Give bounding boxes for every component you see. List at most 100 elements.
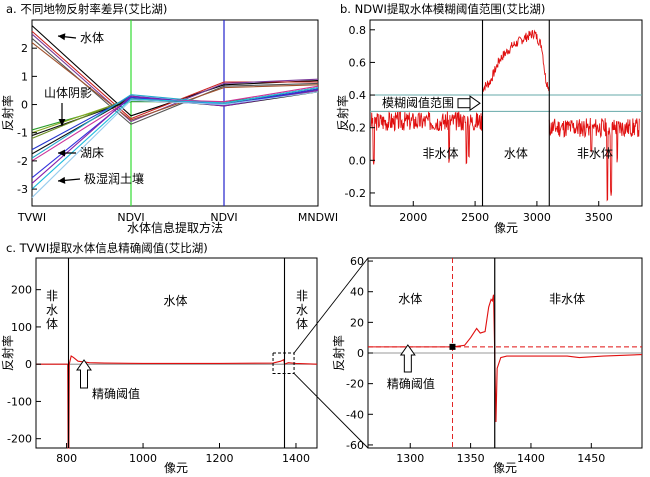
- chart-a-ytick-label: -2: [17, 155, 28, 168]
- chart-c-xtick-label: 1200: [206, 452, 234, 465]
- chart-d-threshold-marker: [449, 343, 456, 350]
- chart-d-xtick-label: 1350: [457, 452, 485, 465]
- zoom-connector-line: [293, 257, 369, 354]
- chart-c-xlabel: 像元: [164, 461, 188, 475]
- chart-c-ytick-label: 200: [11, 284, 32, 297]
- chart-b-ytick-label: 0.8: [349, 24, 367, 37]
- chart-d-signal-line: [368, 294, 643, 422]
- chart-a-ytick-label: 2: [21, 42, 28, 55]
- chart-b-region-label: 水体: [504, 147, 528, 161]
- chart-d-ytick-label: 20: [350, 316, 364, 329]
- chart-a-annotation-arrowhead: [58, 119, 66, 126]
- chart-b-ytick-label: 0.6: [349, 56, 367, 69]
- chart-d-ytick-label: -20: [346, 378, 364, 391]
- chart-c-region-label: 水体: [164, 294, 188, 308]
- chart-a-xtick-label: TVWI: [17, 211, 46, 224]
- chart-a-xtick-label: MNDWI: [298, 211, 338, 224]
- chart-d-ylabel: 反射率: [331, 335, 346, 371]
- chart-d-region-label: 水体: [398, 292, 422, 306]
- chart-a-ytick-label: 1: [21, 70, 28, 83]
- chart-b-region-label: 非水体: [577, 147, 613, 161]
- chart-c-title: c. TVWI提取水体信息精确阈值(艾比湖): [6, 241, 208, 255]
- chart-a-plot-area: [31, 19, 319, 207]
- chart-b-range-label: 模糊阈值范围: [382, 95, 454, 110]
- chart-d-ytick-label: 40: [350, 286, 364, 299]
- zoom-connector-line: [293, 373, 369, 449]
- chart-c-ytick-label: -100: [7, 395, 32, 408]
- chart-a-series-line: [31, 91, 319, 198]
- chart-c-xtick-label: 1000: [129, 452, 157, 465]
- chart-a-ytick-label: -1: [17, 127, 28, 140]
- chart-c-threshold-label: 精确阈值: [92, 386, 140, 401]
- chart-a-annotation-label: 山体阴影: [44, 86, 92, 100]
- chart-a-xtick-label: NDVI: [210, 211, 237, 224]
- chart-c-region-label: 体: [296, 317, 308, 331]
- chart-d-threshold-label: 精确阈值: [387, 376, 435, 391]
- chart-b-ylabel: 反射率: [335, 95, 350, 131]
- chart-b-xtick-label: 2500: [461, 211, 489, 224]
- chart-a-ytick-label: -3: [17, 183, 28, 196]
- chart-b-xlabel: 像元: [494, 221, 518, 235]
- chart-a-ytick-label: 0: [21, 99, 28, 112]
- chart-a-series-line: [31, 87, 319, 190]
- chart-c-ytick-label: -200: [7, 433, 32, 446]
- chart-d-ytick-label: 0: [357, 347, 364, 360]
- chart-b-signal-line: [370, 111, 483, 165]
- chart-c-ytick-label: 0: [25, 358, 32, 371]
- chart-b-ytick-label: -0.2: [345, 187, 366, 200]
- chart-c-region-label: 水: [46, 303, 58, 317]
- chart-c-ytick-label: 100: [11, 321, 32, 334]
- chart-d-xtick-label: 1400: [517, 452, 545, 465]
- chart-a-annotation-label: 湖床: [80, 145, 104, 160]
- chart-b-ytick-label: 0.0: [349, 154, 367, 167]
- chart-d-xlabel: 像元: [493, 461, 517, 475]
- chart-b-xtick-label: 2000: [399, 211, 427, 224]
- chart-b-signal-line: [482, 29, 550, 92]
- chart-b-range-arrow-body: [457, 98, 471, 109]
- chart-a-series-line: [31, 85, 319, 162]
- chart-a-title: a. 不同地物反射率差异(艾比湖): [6, 2, 167, 16]
- chart-a-annotation-arrowhead: [58, 33, 66, 41]
- chart-d-ytick-label: -60: [346, 439, 364, 452]
- chart-d-ytick-label: -40: [346, 408, 364, 421]
- chart-b-region-label: 非水体: [422, 147, 458, 161]
- chart-a-series-line: [31, 91, 319, 155]
- chart-c-region-label: 水: [296, 303, 308, 317]
- chart-c-plot-area: [35, 257, 318, 449]
- chart-d-xtick-label: 1300: [396, 452, 424, 465]
- chart-c-zoom-box: [272, 352, 295, 374]
- chart-d-threshold-arrow: [399, 344, 416, 373]
- chart-a-annotation-label: 极湿润土壤: [84, 171, 144, 186]
- chart-a: a. 不同地物反射率差异(艾比湖) 2 1 0 -1 -2 -3 TVWI NDVI NDVI M…: [0, 2, 338, 235]
- chart-a-annotation-label: 水体: [80, 31, 104, 45]
- zoom-connector: [293, 257, 369, 449]
- chart-c-xtick-label: 1400: [282, 452, 310, 465]
- chart-c-threshold-arrow: [76, 359, 92, 389]
- chart-b-signal-line: [548, 118, 640, 202]
- chart-c-region-label: 体: [46, 317, 58, 331]
- chart-c-ylabel: 反射率: [0, 335, 15, 371]
- chart-d-xtick-label: 1450: [577, 452, 605, 465]
- chart-d-ytick-label: 60: [350, 255, 364, 268]
- chart-b-title: b. NDWI提取水体模糊阈值范围(艾比湖): [340, 2, 545, 16]
- chart-b-xtick-label: 3500: [585, 211, 613, 224]
- chart-a-xlabel: 水体信息提取方法: [127, 220, 223, 235]
- chart-a-series-line: [31, 33, 319, 123]
- chart-b-xtick-label: 3000: [523, 211, 551, 224]
- chart-a-ylabel: 反射率: [0, 95, 15, 131]
- chart-a-xtick-label: NDVI: [117, 211, 144, 224]
- chart-c-xtick-label: 800: [56, 452, 77, 465]
- chart-b-plot-area: [369, 19, 643, 207]
- chart-a-annotation-arrowhead: [58, 176, 66, 184]
- chart-a-annotation-arrowhead: [58, 149, 65, 157]
- chart-b-range-arrow-head: [469, 95, 481, 112]
- chart-c-region-label: 非: [46, 289, 58, 303]
- chart-a-series-line: [31, 42, 319, 121]
- chart-b-ytick-label: 0.4: [349, 89, 367, 102]
- chart-c-region-label: 非: [296, 289, 308, 303]
- chart-d-region-label: 非水体: [549, 292, 585, 306]
